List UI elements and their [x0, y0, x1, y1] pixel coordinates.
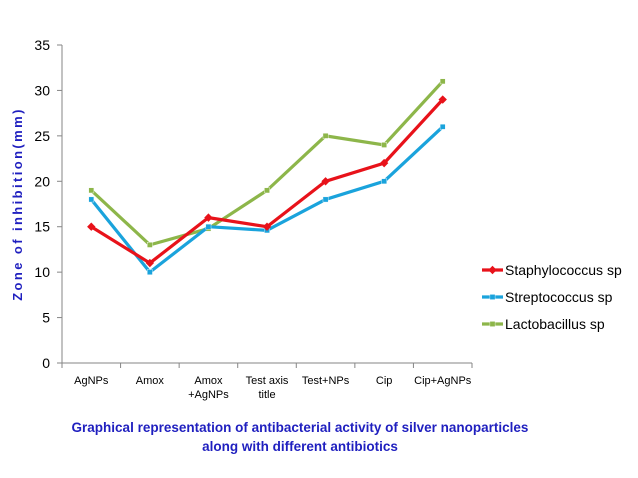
legend-label: Staphylococcus sp [505, 262, 622, 278]
x-tick-label-line: Test+NPs [302, 375, 350, 387]
series-line-streptococcus-sp [89, 125, 445, 274]
legend: Staphylococcus sp Streptococcus sp Lactoba… [482, 262, 622, 332]
data-point-streptococcus-sp [205, 223, 212, 230]
legend-marker [489, 321, 496, 327]
series-line-lactobacillus-sp [89, 79, 445, 247]
data-point-staphylococcus-sp [438, 95, 447, 104]
data-point-lactobacillus-sp [322, 133, 329, 139]
series-streptococcus-sp [88, 123, 446, 275]
legend-label: Streptococcus sp [505, 289, 613, 305]
data-point-streptococcus-sp [147, 269, 153, 275]
x-tick-label-line: Test axis [246, 375, 289, 387]
y-tick-label: 35 [34, 37, 50, 53]
data-point-staphylococcus-sp [379, 158, 389, 168]
y-tick-label: 30 [34, 82, 50, 98]
x-tick-label: Cip [376, 375, 393, 387]
data-point-streptococcus-sp [88, 196, 95, 203]
x-tick-label: Amox [136, 375, 165, 387]
x-tick-label-line: +AgNPs [188, 389, 229, 401]
data-point-staphylococcus-sp [204, 213, 213, 222]
legend-label: Lactobacillus sp [505, 316, 605, 332]
x-tick-label-line: Cip+AgNPs [414, 375, 472, 387]
y-tick-label: 25 [34, 128, 50, 144]
caption-line-2: along with different antibiotics [202, 439, 398, 454]
x-tick-label: Amox +AgNPs [188, 375, 229, 401]
legend-item-staphylococcus-sp: Staphylococcus sp [482, 262, 622, 278]
data-point-staphylococcus-sp [87, 222, 96, 231]
data-point-streptococcus-sp [381, 178, 387, 185]
y-tick-label: 15 [34, 219, 50, 235]
y-axis-title: Zone of inhibition(mm) [10, 107, 25, 301]
legend-marker [488, 265, 497, 275]
caption-line-1: Graphical representation of antibacteria… [71, 420, 529, 435]
data-point-streptococcus-sp [322, 196, 329, 203]
y-tick-label: 0 [42, 355, 50, 371]
series-layer [87, 78, 447, 275]
data-point-lactobacillus-sp [439, 78, 446, 85]
x-tick-label-line: Amox [136, 375, 165, 387]
data-point-lactobacillus-sp [147, 242, 153, 248]
series-lactobacillus-sp [88, 78, 446, 248]
data-point-lactobacillus-sp [88, 187, 95, 194]
legend-marker [489, 294, 496, 300]
data-point-staphylococcus-sp [321, 177, 330, 186]
y-tick-label: 5 [42, 310, 50, 326]
data-point-staphylococcus-sp [262, 222, 272, 231]
x-tick-label: AgNPs [74, 375, 109, 387]
data-point-lactobacillus-sp [381, 142, 387, 148]
x-tick-label: Test+NPs [302, 375, 350, 387]
y-ticks: 0 5 10 15 20 25 30 35 [34, 37, 62, 371]
series-staphylococcus-sp [87, 95, 447, 268]
figure-caption: Graphical representation of antibacteria… [0, 418, 600, 456]
x-ticks: AgNPs Amox Amox +AgNPs Test axis title Test+NP… [61, 363, 473, 401]
data-point-lactobacillus-sp [264, 187, 270, 194]
x-tick-label-line: AgNPs [74, 375, 109, 387]
legend-item-lactobacillus-sp: Lactobacillus sp [482, 316, 605, 332]
legend-item-streptococcus-sp: Streptococcus sp [482, 289, 613, 305]
x-tick-label-line: Amox [194, 375, 223, 387]
y-tick-label: 10 [34, 264, 50, 280]
x-tick-label-line: Cip [376, 375, 393, 387]
data-point-streptococcus-sp [439, 123, 446, 130]
y-tick-label: 20 [34, 173, 50, 189]
data-point-staphylococcus-sp [145, 258, 155, 268]
x-tick-label: Test axis title [246, 375, 289, 401]
x-tick-label: Cip+AgNPs [414, 375, 472, 387]
line-chart: 0 5 10 15 20 25 30 35 AgNPs Amox Amox +AgNPs Test a… [10, 37, 622, 401]
x-tick-label-line: title [258, 389, 275, 401]
